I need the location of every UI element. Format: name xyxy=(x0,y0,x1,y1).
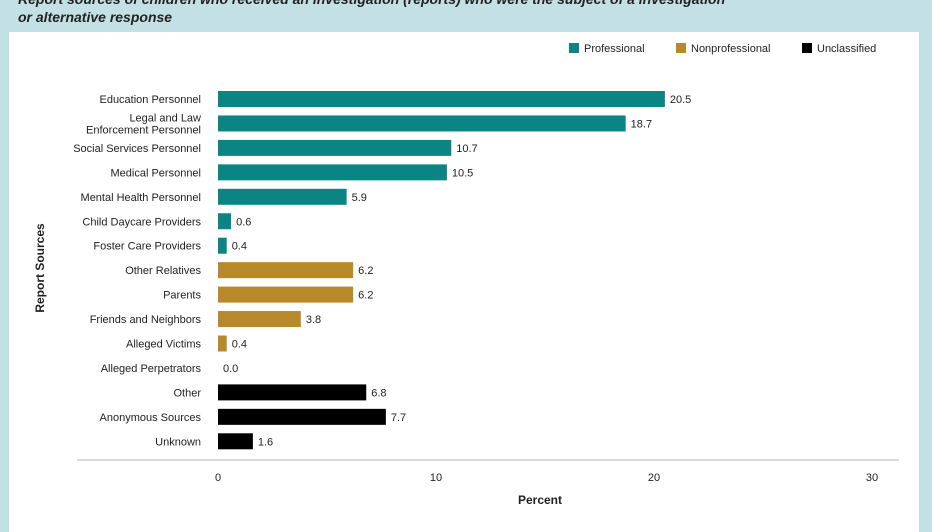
bar xyxy=(218,335,227,352)
category-label: Medical Personnel xyxy=(111,167,202,179)
chart-title-line-2: or alternative response xyxy=(18,9,173,25)
legend-label-professional: Professional xyxy=(584,43,645,55)
category-label: Child Daycare Providers xyxy=(82,216,201,228)
bar xyxy=(218,91,665,107)
category-label: Foster Care Providers xyxy=(93,241,201,253)
value-label: 5.9 xyxy=(352,192,367,204)
legend-label-nonprofessional: Nonprofessional xyxy=(691,43,771,55)
value-label: 10.5 xyxy=(452,167,473,179)
bar xyxy=(218,237,227,254)
y-axis-title: Report Sources xyxy=(33,223,47,313)
x-tick-labels: 0 10 20 30 xyxy=(215,472,878,484)
category-label: Education Personnel xyxy=(99,94,201,106)
bar-chart: Professional Nonprofessional Unclassified … xyxy=(33,43,899,507)
chart-title-line-1: Report sources of children who received … xyxy=(18,0,932,8)
category-label: Other xyxy=(173,387,201,399)
x-tick-label: 0 xyxy=(215,472,221,484)
bar xyxy=(218,188,347,205)
chart-panel: Professional Nonprofessional Unclassified … xyxy=(9,32,919,532)
legend-swatch-nonprofessional xyxy=(676,43,686,53)
bar xyxy=(218,384,367,401)
bar xyxy=(218,408,386,425)
category-label: Other Relatives xyxy=(125,265,201,277)
bars-group xyxy=(218,91,665,450)
value-label: 0.4 xyxy=(232,241,247,253)
value-label: 7.7 xyxy=(391,412,406,424)
bar xyxy=(218,286,354,303)
x-tick-label: 10 xyxy=(430,472,442,484)
category-label-line: Enforcement Personnel xyxy=(86,124,201,136)
category-label: Alleged Victims xyxy=(126,339,201,351)
x-axis-title: Percent xyxy=(518,493,562,507)
value-label: 6.8 xyxy=(371,387,386,399)
category-label: Mental Health Personnel xyxy=(81,192,201,204)
category-label: Anonymous Sources xyxy=(100,412,202,424)
value-labels: 20.5 18.7 10.7 10.5 5.9 0.6 0.4 6.2 6.2 3.8 0.4 0.0… xyxy=(223,94,691,448)
category-labels: Education Personnel Legal and Law Enforcem… xyxy=(73,94,201,448)
bar xyxy=(218,262,354,279)
legend: Professional Nonprofessional Unclassified xyxy=(569,43,876,55)
category-label: Parents xyxy=(163,290,201,302)
legend-label-unclassified: Unclassified xyxy=(817,43,876,55)
x-tick-label: 20 xyxy=(648,472,660,484)
bar xyxy=(218,164,447,181)
bar xyxy=(218,311,301,328)
value-label: 0.0 xyxy=(223,363,238,375)
value-label: 1.6 xyxy=(258,436,273,448)
value-label: 10.7 xyxy=(456,143,477,155)
value-label: 20.5 xyxy=(670,94,691,106)
bar xyxy=(218,139,452,156)
value-label: 0.6 xyxy=(236,216,251,228)
value-label: 18.7 xyxy=(631,118,652,130)
value-label: 6.2 xyxy=(358,290,373,302)
bar xyxy=(218,115,626,132)
bar xyxy=(218,213,232,230)
category-label: Unknown xyxy=(155,436,201,448)
legend-swatch-professional xyxy=(569,43,579,53)
x-tick-label: 30 xyxy=(866,472,878,484)
category-label: Friends and Neighbors xyxy=(90,314,202,326)
legend-swatch-unclassified xyxy=(802,43,812,53)
category-label: Social Services Personnel xyxy=(73,143,201,155)
value-label: 0.4 xyxy=(232,339,247,351)
chart-title-area: Report sources of children who received … xyxy=(0,0,932,30)
category-label: Legal and Law Enforcement Personnel xyxy=(86,112,201,136)
value-label: 6.2 xyxy=(358,265,373,277)
category-label-line: Legal and Law xyxy=(129,112,201,124)
category-label: Alleged Perpetrators xyxy=(101,363,202,375)
value-label: 3.8 xyxy=(306,314,321,326)
bar xyxy=(218,433,253,450)
